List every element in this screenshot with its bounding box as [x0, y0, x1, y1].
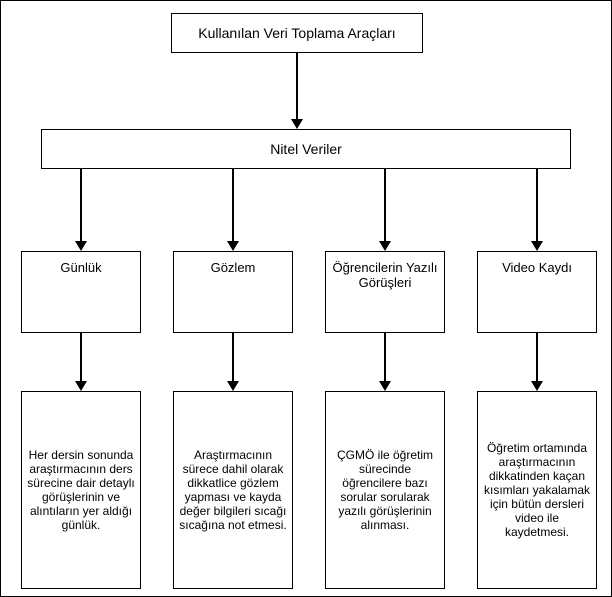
arrow-line: [296, 53, 298, 119]
root-label: Kullanılan Veri Toplama Araçları: [198, 25, 395, 41]
arrow-head-icon: [227, 381, 239, 391]
arrow-line: [384, 169, 386, 241]
arrow-line: [384, 333, 386, 381]
arrow-line: [232, 333, 234, 381]
category-label: Günlük: [60, 260, 101, 275]
level2-label: Nitel Veriler: [270, 141, 342, 157]
arrow-head-icon: [75, 241, 87, 251]
arrow-line: [536, 333, 538, 381]
description-box: Araştırmacının sürece dahil olarak dikka…: [173, 391, 293, 589]
arrow-line: [80, 333, 82, 381]
description-label: Araştırmacının sürece dahil olarak dikka…: [178, 448, 288, 532]
arrow-head-icon: [291, 119, 303, 129]
category-box: Gözlem: [173, 251, 293, 333]
description-box: Öğretim ortamında araştırmacının dikkati…: [477, 391, 597, 589]
arrow-head-icon: [75, 381, 87, 391]
arrow-head-icon: [531, 381, 543, 391]
flowchart-canvas: Kullanılan Veri Toplama Araçları Nitel V…: [0, 0, 612, 597]
arrow-line: [536, 169, 538, 241]
category-label: Video Kaydı: [502, 260, 572, 275]
description-label: Öğretim ortamında araştırmacının dikkati…: [482, 441, 592, 539]
arrow-line: [80, 169, 82, 241]
description-label: Her dersin sonunda araştırmacının ders s…: [26, 448, 136, 532]
description-box: Her dersin sonunda araştırmacının ders s…: [21, 391, 141, 589]
arrow-line: [232, 169, 234, 241]
arrow-head-icon: [227, 241, 239, 251]
level2-box: Nitel Veriler: [41, 129, 571, 169]
arrow-head-icon: [531, 241, 543, 251]
category-box: Video Kaydı: [477, 251, 597, 333]
description-label: ÇGMÖ ile öğretim sürecinde öğrencilere b…: [330, 448, 440, 532]
category-label: Gözlem: [211, 260, 256, 275]
category-box: Öğrencilerin Yazılı Görüşleri: [325, 251, 445, 333]
category-label: Öğrencilerin Yazılı Görüşleri: [330, 260, 440, 290]
root-box: Kullanılan Veri Toplama Araçları: [171, 13, 423, 53]
category-box: Günlük: [21, 251, 141, 333]
description-box: ÇGMÖ ile öğretim sürecinde öğrencilere b…: [325, 391, 445, 589]
arrow-head-icon: [379, 381, 391, 391]
arrow-head-icon: [379, 241, 391, 251]
